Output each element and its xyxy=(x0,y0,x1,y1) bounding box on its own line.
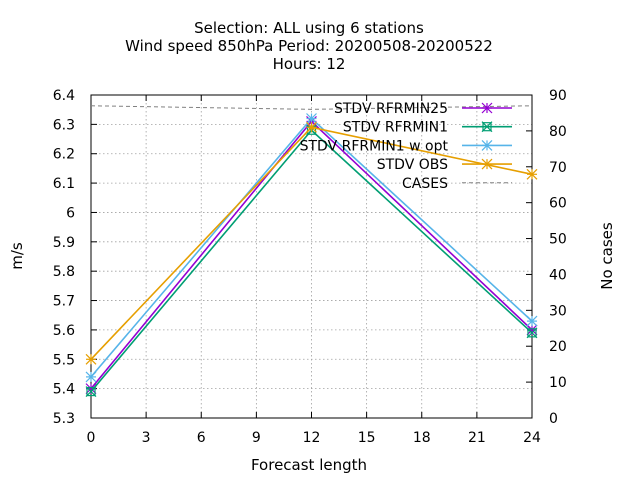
marker-stroke xyxy=(481,102,493,114)
legend-marker-1 xyxy=(481,121,493,133)
marker-stroke xyxy=(306,113,317,124)
marker-stroke xyxy=(481,139,493,151)
y2-tick-label: 40 xyxy=(549,267,567,283)
legend-marker-3 xyxy=(481,158,493,170)
legend-marker-0 xyxy=(481,102,493,114)
y-tick-label: 6.4 xyxy=(53,88,75,104)
y2-tick-label: 80 xyxy=(549,124,567,140)
marker-stroke xyxy=(85,383,97,395)
marker-box xyxy=(86,386,96,397)
data-point-3 xyxy=(526,168,538,180)
data-point-1 xyxy=(526,327,538,339)
marker-stroke xyxy=(526,327,538,339)
marker-stroke xyxy=(481,158,493,170)
x-tick-label: 15 xyxy=(358,430,376,446)
y-tick-label: 5.4 xyxy=(53,382,75,398)
x-tick-label: 6 xyxy=(197,430,206,446)
y-tick-label: 5.9 xyxy=(53,235,75,251)
y-tick-label: 5.7 xyxy=(53,294,75,310)
marker-stroke xyxy=(481,121,493,133)
marker-stroke xyxy=(526,324,538,336)
y2-tick-label: 70 xyxy=(549,160,567,176)
x-tick-label: 0 xyxy=(87,430,96,446)
x-tick-label: 24 xyxy=(523,430,541,446)
x-tick-label: 18 xyxy=(413,430,431,446)
data-point-1 xyxy=(85,386,97,397)
data-point-3 xyxy=(85,353,97,365)
y2-tick-label: 10 xyxy=(549,375,567,391)
chart-title-line-3: Hours: 12 xyxy=(273,55,346,73)
y2-axis-title: No cases xyxy=(598,222,616,290)
marker-box xyxy=(482,122,492,132)
y-tick-label: 6.2 xyxy=(53,147,75,163)
x-tick-label: 12 xyxy=(303,430,321,446)
x-tick-label: 21 xyxy=(468,430,486,446)
marker-stroke xyxy=(526,168,538,180)
y-tick-label: 6 xyxy=(66,205,75,221)
legend-label-4: CASES xyxy=(402,176,448,192)
marker-stroke xyxy=(85,371,97,383)
legend-label-1: STDV RFRMIN1 xyxy=(343,120,448,136)
axes: 0 3 6 9 12 15 18 21 24 5.3 5.4 5.5 5.6 5.7 5.8 5.9 6 6.1 6… xyxy=(53,88,567,446)
chart-title-line-1: Selection: ALL using 6 stations xyxy=(194,19,424,37)
data-point-2 xyxy=(526,315,538,327)
legend-label-2: STDV RFRMIN1 w opt xyxy=(300,138,449,154)
series-lines xyxy=(85,105,538,397)
legend-label-0: STDV RFRMIN25 xyxy=(334,101,448,117)
data-point-2 xyxy=(306,113,317,124)
series-line-4 xyxy=(90,105,533,110)
marker-stroke xyxy=(526,315,538,327)
y2-tick-label: 20 xyxy=(549,339,567,355)
x-tick-label: 3 xyxy=(142,430,151,446)
y-tick-label: 5.5 xyxy=(53,352,75,368)
chart-title-line-2: Wind speed 850hPa Period: 20200508-20200… xyxy=(125,37,493,55)
y-tick-label: 6.1 xyxy=(53,176,75,192)
y2-tick-label: 0 xyxy=(549,411,558,427)
y-tick-label: 6.3 xyxy=(53,117,75,133)
x-tick-label: 9 xyxy=(252,430,261,446)
y-tick-label: 5.3 xyxy=(53,411,75,427)
y2-tick-label: 30 xyxy=(549,303,567,319)
x-axis-title: Forecast length xyxy=(251,456,367,474)
y-tick-label: 5.8 xyxy=(53,264,75,280)
legend: STDV RFRMIN25 STDV RFRMIN1 STDV RFRMIN1 w … xyxy=(300,101,512,192)
legend-marker-2 xyxy=(481,139,493,151)
y2-tick-label: 50 xyxy=(549,232,567,248)
y-axis-title: m/s xyxy=(8,242,26,270)
marker-stroke xyxy=(85,353,97,365)
marker-box xyxy=(527,328,537,338)
marker-stroke xyxy=(85,386,97,397)
data-point-3 xyxy=(306,121,317,133)
data-point-2 xyxy=(85,371,97,383)
legend-label-3: STDV OBS xyxy=(377,157,448,173)
y-tick-label: 5.6 xyxy=(53,323,75,339)
chart-title: Selection: ALL using 6 stations Wind spe… xyxy=(125,19,493,73)
marker-stroke xyxy=(306,121,317,133)
y2-tick-label: 90 xyxy=(549,88,567,104)
y2-tick-label: 60 xyxy=(549,196,567,212)
